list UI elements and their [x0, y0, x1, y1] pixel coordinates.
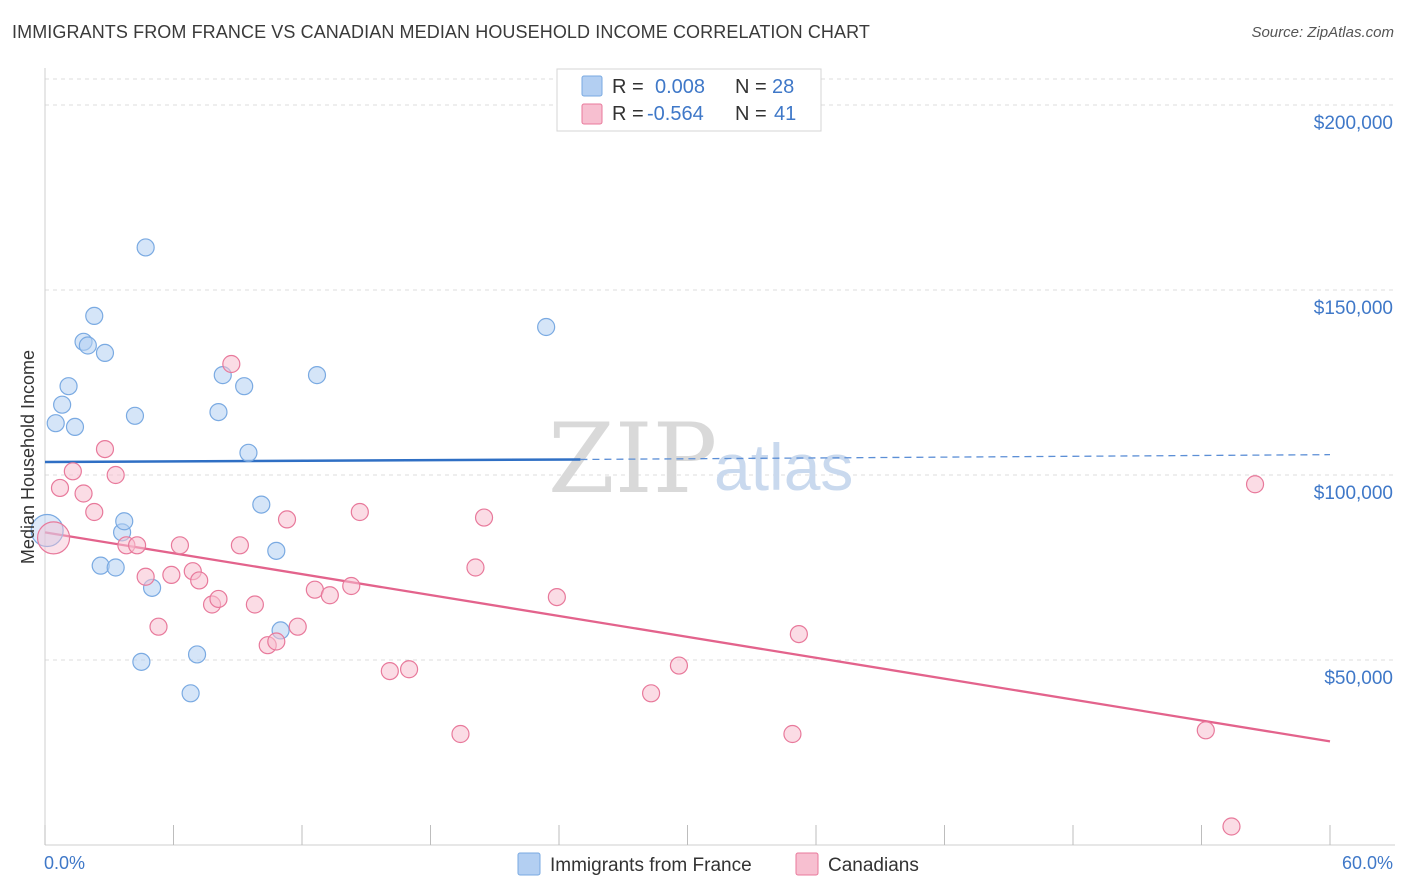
point-france [95, 343, 115, 362]
legend-r-value: -0.564 [647, 103, 704, 125]
point-canadians [1222, 817, 1241, 836]
point-canadians [789, 624, 808, 644]
point-france [46, 414, 65, 433]
point-canadians [95, 440, 115, 459]
legend-r-label: R = [612, 103, 644, 125]
point-france [252, 495, 271, 514]
point-france [65, 417, 85, 436]
y-tick-label: $100,000 [1314, 483, 1393, 504]
point-canadians [209, 589, 228, 609]
point-france [136, 238, 155, 257]
legend-n-label: N = [735, 76, 767, 98]
source-credit: Source: ZipAtlas.com [1251, 24, 1394, 41]
legend-swatch-canadians [581, 103, 603, 125]
grid-lines [45, 78, 1395, 661]
point-france [91, 556, 110, 575]
point-canadians [162, 565, 181, 585]
point-france [181, 684, 200, 703]
y-tick-label: $50,000 [1324, 668, 1393, 689]
point-canadians [190, 571, 209, 590]
point-canadians [245, 595, 264, 614]
point-canadians [85, 502, 104, 522]
point-canadians [267, 632, 286, 651]
point-canadians [288, 617, 307, 636]
y-tick-label: $200,000 [1314, 113, 1393, 134]
point-canadians [1245, 475, 1265, 494]
point-canadians [380, 661, 399, 681]
legend-n-label: N = [735, 103, 767, 125]
y-tick-labels: $50,000 $100,000 $150,000 $200,000 [1314, 113, 1393, 689]
stats-legend: R = 0.008 N = 28 R = -0.564 N = 41 [556, 68, 822, 132]
x-tick-labels: 0.0% 60.0% [44, 853, 1393, 873]
point-france [307, 366, 327, 385]
series-legend-label-france: Immigrants from France [550, 855, 752, 876]
point-canadians [783, 724, 802, 744]
axes [44, 68, 1395, 846]
series-legend-swatch-france [517, 852, 541, 876]
point-france [537, 317, 556, 337]
trend-line-france [44, 458, 581, 464]
series-legend: Immigrants from France Canadians [517, 852, 919, 876]
point-canadians [466, 558, 485, 577]
point-france [209, 403, 228, 422]
point-canadians [399, 660, 419, 679]
point-france [106, 558, 125, 577]
point-canadians [106, 465, 125, 485]
point-france [85, 306, 104, 325]
point-canadians [342, 576, 361, 596]
point-canadians [1196, 721, 1215, 740]
point-canadians [474, 508, 494, 527]
legend-r-value: 0.008 [655, 76, 705, 98]
point-france [115, 512, 134, 531]
point-france [53, 395, 72, 414]
trend-line-canadians [44, 531, 1331, 743]
point-canadians [230, 536, 249, 555]
data-points [30, 238, 1265, 836]
point-canadians [149, 617, 168, 636]
x-tick-label: 0.0% [44, 853, 85, 873]
trend-lines [44, 454, 1331, 743]
legend-swatch-france [581, 75, 603, 97]
trend-line-france-extension [580, 454, 1331, 461]
watermark-atlas: atlas [714, 430, 853, 504]
point-canadians [350, 502, 369, 522]
point-france [59, 377, 78, 396]
chart-title: IMMIGRANTS FROM FRANCE VS CANADIAN MEDIA… [12, 22, 871, 42]
point-france [239, 443, 258, 462]
point-canadians [320, 586, 339, 605]
legend-r-label: R = [612, 76, 644, 98]
x-tick-label: 60.0% [1342, 853, 1393, 873]
point-canadians [36, 521, 71, 555]
point-france [235, 377, 254, 396]
point-france [267, 541, 286, 560]
point-france [132, 652, 151, 671]
point-france [125, 406, 145, 425]
point-canadians [277, 510, 297, 529]
legend-n-value: 28 [772, 76, 794, 98]
point-canadians [669, 656, 689, 675]
point-france [78, 336, 97, 355]
point-france [187, 645, 207, 664]
point-canadians [451, 724, 470, 744]
y-tick-label: $150,000 [1314, 298, 1393, 319]
series-legend-label-canadians: Canadians [828, 855, 919, 876]
point-canadians [222, 354, 241, 374]
point-canadians [127, 536, 147, 555]
point-canadians [74, 484, 93, 503]
point-canadians [641, 684, 661, 703]
point-canadians [136, 567, 155, 586]
y-axis-label: Median Household Income [18, 350, 38, 564]
series-legend-swatch-canadians [795, 852, 819, 876]
point-canadians [547, 587, 566, 607]
point-canadians [50, 478, 70, 498]
point-canadians [170, 536, 190, 555]
point-canadians [63, 462, 82, 481]
legend-n-value: 41 [774, 103, 796, 125]
